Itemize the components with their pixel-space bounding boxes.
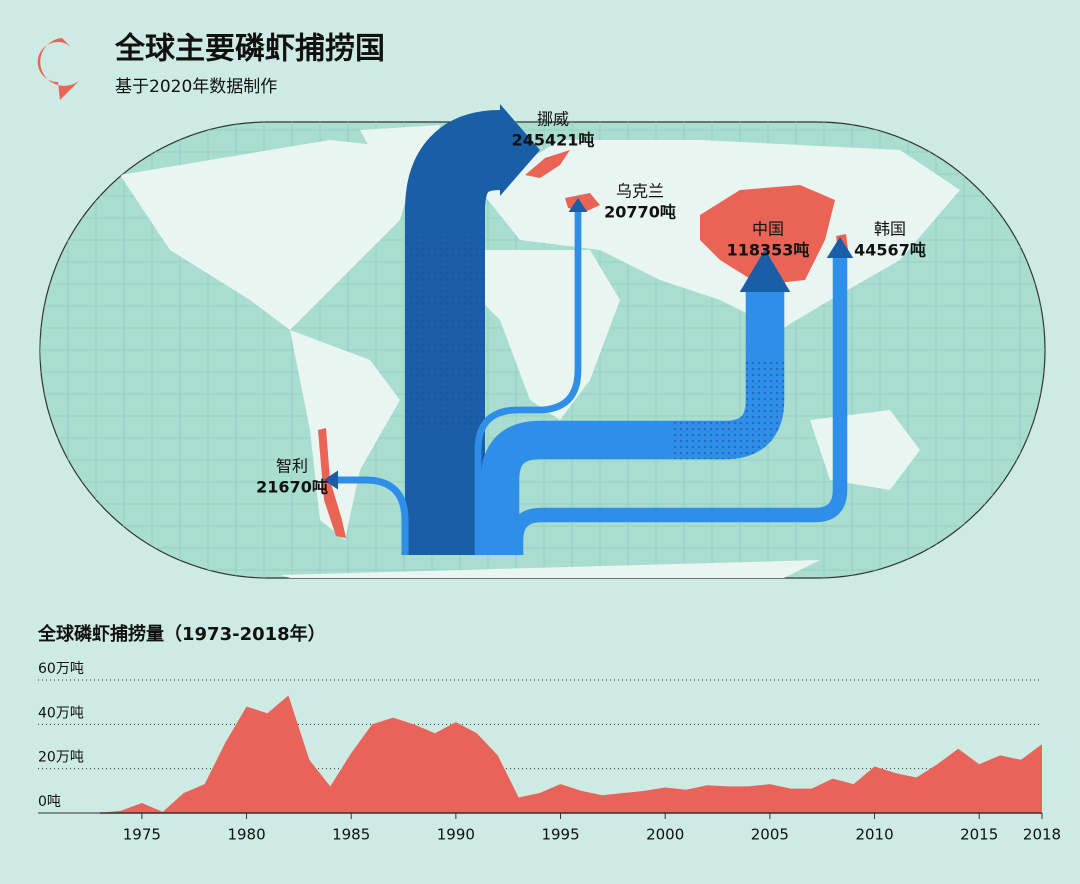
x-tick-label: 2000	[646, 826, 684, 844]
area	[100, 695, 1042, 813]
country-label: 乌克兰	[616, 182, 664, 201]
flow	[474, 212, 582, 555]
country-highlight	[700, 185, 835, 285]
arrow-head	[568, 197, 588, 212]
x-tick-label: 1985	[332, 826, 370, 844]
arrow-head	[826, 236, 854, 258]
value-label: 44567吨	[854, 241, 926, 260]
value-label: 245421吨	[512, 131, 595, 150]
country-label: 挪威	[537, 110, 569, 129]
y-tick-label: 40万吨	[38, 705, 84, 721]
country-highlight	[318, 428, 346, 538]
flow	[508, 258, 848, 555]
country-label: 中国	[752, 220, 784, 239]
country-label: 智利	[276, 457, 308, 476]
arrow-head	[323, 470, 338, 490]
x-tick-label: 1995	[541, 826, 579, 844]
title: 全球主要磷虾捕捞国	[114, 32, 385, 67]
value-label: 118353吨	[727, 241, 810, 260]
x-tick-label: 1980	[227, 826, 265, 844]
arrow-head	[500, 104, 540, 196]
x-tick-label: 2018	[1023, 826, 1061, 844]
x-tick-label: 1975	[123, 826, 161, 844]
x-tick-label: 2005	[751, 826, 789, 844]
flow	[338, 476, 409, 555]
x-tick-label: 2015	[960, 826, 998, 844]
country-label: 韩国	[874, 220, 906, 239]
y-tick-label: 60万吨	[38, 661, 84, 677]
flow	[405, 110, 502, 555]
y-tick-label: 20万吨	[38, 750, 84, 766]
subtitle: 基于2020年数据制作	[115, 77, 277, 97]
x-tick-label: 2010	[855, 826, 893, 844]
y-tick-label: 0吨	[38, 794, 61, 810]
chart-title: 全球磷虾捕捞量（1973-2018年）	[37, 623, 326, 645]
value-label: 20770吨	[604, 203, 676, 222]
country-highlight	[525, 150, 570, 178]
arrow-head	[739, 249, 791, 292]
x-tick-label: 1990	[437, 826, 475, 844]
logo	[37, 38, 80, 100]
value-label: 21670吨	[256, 478, 328, 497]
flow-texture	[480, 292, 785, 555]
